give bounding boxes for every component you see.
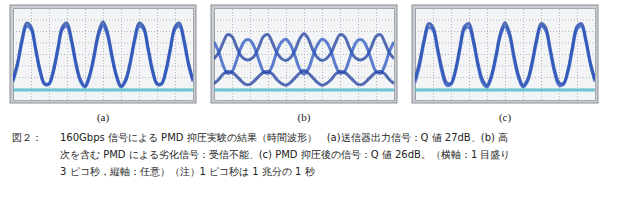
tick [13, 100, 193, 101]
waveform [13, 25, 193, 87]
panel [211, 5, 397, 103]
axis-line [416, 8, 596, 101]
caption-line: 3 ピコ秒，縦軸：任意）（注）1 ピコ秒は 1 兆分の 1 秒 [60, 166, 315, 177]
grid-line [415, 100, 595, 101]
grid-line [214, 89, 394, 90]
tick [193, 8, 194, 100]
y-axis [214, 9, 394, 101]
grid-line [415, 54, 595, 55]
grid-line [595, 8, 596, 100]
tick [13, 8, 193, 9]
tick [214, 100, 394, 101]
plot-area [415, 8, 595, 100]
tick [214, 8, 394, 9]
tick [214, 20, 394, 21]
tick [415, 43, 595, 44]
grid-line [214, 77, 394, 78]
grid-line [193, 8, 194, 100]
panel-label: (a) [97, 111, 110, 124]
tick [415, 8, 595, 9]
grid-line [415, 31, 595, 32]
tick [415, 31, 595, 32]
x-axis [215, 8, 395, 101]
caption-line: 160Gbps 信号による PMD 抑圧実験の結果（時間波形） (a)送信器出力… [60, 132, 508, 143]
figure: (a) (b) (c) 図２： 160Gbps 信号による PMD 抑圧実験の結果（時間… [0, 0, 620, 211]
tick [214, 89, 394, 90]
panel-label: (b) [298, 111, 311, 124]
plot-area [214, 8, 394, 100]
y-axis [13, 9, 193, 101]
waveform [214, 71, 394, 86]
tick [595, 8, 596, 100]
panel-bezel [412, 5, 598, 103]
tick [13, 54, 193, 55]
traces [214, 34, 394, 90]
tick [13, 43, 193, 44]
panel-label: (c) [499, 111, 512, 124]
grid-line [214, 66, 394, 67]
grid-line [13, 89, 193, 90]
x-axis [14, 8, 194, 101]
tick [394, 8, 395, 100]
waveform [214, 88, 394, 91]
grid-line [214, 8, 394, 9]
waveform [415, 88, 595, 91]
grid-line [13, 8, 193, 9]
grid-line [13, 54, 193, 55]
tick [214, 31, 394, 32]
axis-line [14, 8, 194, 101]
tick [214, 66, 394, 67]
tick [415, 54, 595, 55]
grid-line [214, 43, 394, 44]
tick [415, 100, 595, 101]
grid-line [214, 31, 394, 32]
panel-bezel [211, 5, 397, 103]
waveform [13, 88, 193, 91]
tick [214, 43, 394, 44]
tick [13, 89, 193, 90]
tick [214, 77, 394, 78]
grid-line [394, 8, 395, 100]
traces [13, 22, 193, 90]
caption-label: 図２： [12, 132, 42, 143]
panel [10, 5, 196, 103]
axis-line [215, 9, 395, 101]
grid-line [13, 100, 193, 101]
grid-line [214, 100, 394, 101]
waveform [415, 26, 595, 87]
tick [415, 20, 595, 21]
grid-line [415, 43, 595, 44]
axis-line [215, 8, 395, 101]
axis-line [14, 9, 194, 101]
panel [412, 5, 598, 103]
grid-line [214, 20, 394, 21]
grid-line [415, 8, 595, 9]
axis-line [416, 9, 596, 101]
tick [13, 31, 193, 32]
panel-bezel [10, 5, 196, 103]
traces [415, 23, 595, 90]
y-axis [415, 9, 595, 101]
grid-line [415, 20, 595, 21]
grid-line [13, 31, 193, 32]
plot-area [13, 8, 193, 100]
grid-line [13, 43, 193, 44]
grid-line [415, 89, 595, 90]
tick [415, 89, 595, 90]
x-axis [416, 8, 596, 101]
caption-line: 次を含む PMD による劣化信号：受信不能、(c) PMD 抑圧後の信号：Q 値… [60, 149, 510, 160]
waveform [214, 39, 394, 74]
